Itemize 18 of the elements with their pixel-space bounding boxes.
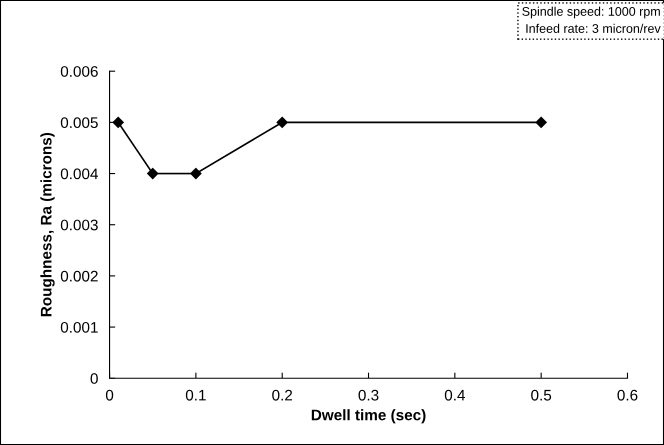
y-tick-label: 0.003 bbox=[60, 220, 98, 230]
x-tick-label: 0.3 bbox=[358, 390, 378, 401]
x-tick-label: 0 bbox=[106, 390, 114, 401]
text: Spindle speed: 1000 rpm bbox=[522, 6, 660, 18]
y-tick-label: 0 bbox=[90, 373, 98, 384]
y-tick-label: 0.002 bbox=[60, 270, 98, 282]
x-tick-label: 0.2 bbox=[272, 390, 292, 401]
x-tick-label: 0.5 bbox=[531, 390, 552, 401]
text: Infeed rate: 3 micron/rev bbox=[526, 24, 661, 33]
y-tick-label: 0.005 bbox=[60, 117, 98, 128]
y-tick-label: 0.001 bbox=[60, 322, 98, 333]
x-axis-title: Dwell time (sec) bbox=[312, 409, 426, 424]
y-tick-label: 0.004 bbox=[60, 168, 98, 180]
x-tick-label: 0.4 bbox=[444, 390, 466, 401]
y-axis-title: Roughness, Ra (microns) bbox=[40, 132, 55, 316]
y-tick-label: 0.006 bbox=[60, 66, 98, 77]
x-tick-label: 0.6 bbox=[617, 390, 638, 401]
x-tick-label: 0.1 bbox=[186, 390, 206, 401]
